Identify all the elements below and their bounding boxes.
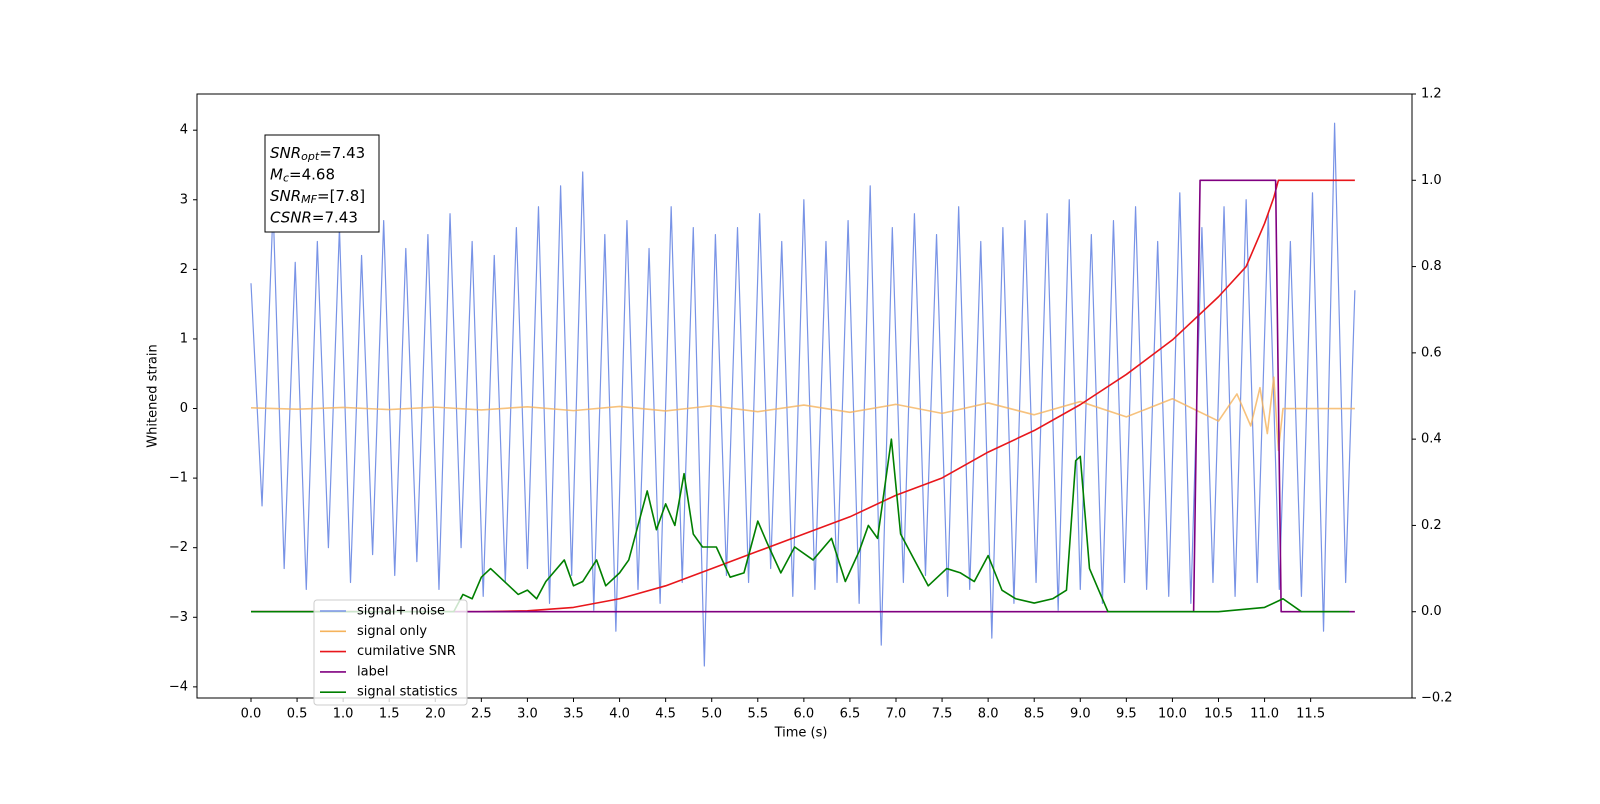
y2-tick-label: 1.2 [1421, 87, 1442, 102]
annotation-symbol: SNR [270, 144, 301, 162]
annotation-text: SNRopt=7.43 [270, 144, 365, 164]
x-tick-label: 1.5 [379, 707, 400, 722]
axes-frame [196, 93, 1413, 699]
x-tick-label: 10.5 [1204, 707, 1233, 722]
series-line [251, 438, 1350, 613]
annotation-text: CSNR=7.43 [270, 208, 358, 226]
x-tick-label: 4.0 [609, 707, 630, 722]
x-tick-label: 7.0 [886, 707, 907, 722]
y-tick-label: −1 [169, 471, 188, 486]
x-tick-label: 7.5 [932, 707, 953, 722]
y-tick-label: 2 [180, 262, 188, 277]
y-tick-label: 3 [180, 192, 188, 207]
y2-tick-label: 0.6 [1421, 345, 1442, 360]
x-axis-label: Time (s) [774, 726, 828, 741]
series-line [250, 122, 1356, 667]
legend-frame [313, 599, 468, 706]
x-tick-label: 3.5 [563, 707, 584, 722]
series-line [251, 179, 1355, 613]
annotation-symbol: SNR [270, 187, 301, 205]
y2-tick-label: 0.0 [1421, 604, 1442, 619]
x-tick-label: 5.5 [747, 707, 768, 722]
legend-label: signal+ noise [357, 604, 445, 619]
annotation-subscript: MF [301, 193, 317, 206]
x-tick-label: 10.0 [1158, 707, 1187, 722]
annotation-value: =4.68 [289, 165, 335, 183]
annotation-frame [264, 134, 380, 233]
annotation-value: =7.43 [319, 144, 365, 162]
y-tick-label: 0 [180, 401, 188, 416]
y-axis-label: Whitened strain [146, 344, 161, 447]
plot-area [250, 122, 1356, 667]
annotation-value: =[7.8] [317, 187, 365, 205]
series-line [251, 179, 1355, 613]
legend-label: signal statistics [357, 685, 458, 700]
y-tick-label: 4 [180, 123, 188, 138]
annotation-subscript: opt [301, 150, 320, 163]
annotation-symbol: CSNR [270, 208, 312, 226]
x-tick-label: 6.5 [840, 707, 861, 722]
x-tick-label: 6.0 [794, 707, 815, 722]
y2-tick-label: 0.8 [1421, 259, 1442, 274]
x-tick-label: 0.0 [241, 707, 262, 722]
x-tick-label: 5.0 [701, 707, 722, 722]
x-tick-label: 9.5 [1116, 707, 1137, 722]
annotation-text: Mc=4.68 [270, 165, 335, 185]
annotation-value: =7.43 [312, 208, 358, 226]
x-tick-label: 0.5 [287, 707, 308, 722]
x-tick-label: 1.0 [333, 707, 354, 722]
annotation-symbol: M [270, 165, 283, 183]
x-tick-label: 11.0 [1250, 707, 1279, 722]
legend-label: signal only [357, 624, 427, 639]
x-tick-label: 2.0 [425, 707, 446, 722]
y2-tick-label: 1.0 [1421, 173, 1442, 188]
x-tick-label: 3.0 [517, 707, 538, 722]
annotation-subscript: c [283, 172, 289, 185]
annotation-text: SNRMF=[7.8] [270, 187, 365, 207]
legend: signal+ noise signal only cumilative SNR la… [313, 599, 468, 706]
legend-label: label [357, 664, 388, 679]
y-tick-label: −3 [169, 610, 188, 625]
y-tick-label: −2 [169, 540, 188, 555]
y-tick-label: 1 [180, 331, 188, 346]
x-tick-label: 4.5 [655, 707, 676, 722]
legend-label: cumilative SNR [357, 644, 456, 659]
x-tick-label: 8.5 [1024, 707, 1045, 722]
y-tick-label: −4 [169, 679, 188, 694]
series-line [250, 376, 1355, 452]
x-tick-label: 9.0 [1070, 707, 1091, 722]
y2-tick-label: −0.2 [1421, 691, 1453, 706]
y2-tick-label: 0.2 [1421, 518, 1442, 533]
x-tick-label: 2.5 [471, 707, 492, 722]
x-tick-label: 11.5 [1296, 707, 1325, 722]
x-tick-label: 8.0 [978, 707, 999, 722]
y2-tick-label: 0.4 [1421, 432, 1442, 447]
